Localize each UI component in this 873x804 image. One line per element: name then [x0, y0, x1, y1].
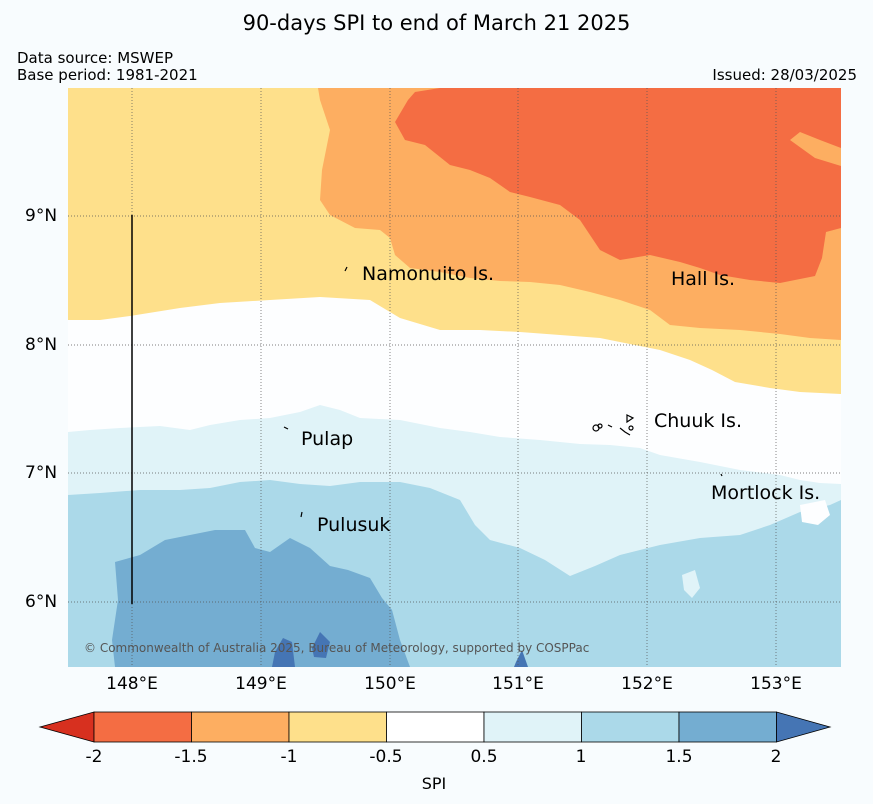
place-label: Hall Is. — [671, 268, 736, 290]
colorbar-swatch — [93, 711, 192, 743]
place-label: Mortlock Is. — [711, 482, 821, 504]
spi-band-severely-dry — [395, 88, 841, 283]
lat-tick: 6°N — [25, 592, 58, 612]
island-chuuk — [626, 414, 635, 424]
spi-band-extremely-wet — [514, 650, 528, 667]
map-gridlines — [68, 88, 841, 667]
colorbar-swatch — [288, 711, 387, 743]
lat-tick: 7°N — [25, 463, 58, 483]
data-source: Data source: MSWEP — [17, 49, 174, 67]
spi-band-extremely-wet — [272, 638, 295, 667]
lon-tick: 151°E — [492, 674, 544, 694]
spi-band-normal — [800, 500, 830, 525]
lon-tick: 152°E — [621, 674, 673, 694]
island-chuuk — [619, 427, 631, 436]
place-label: Namonuito Is. — [362, 263, 495, 285]
colorbar-tick: 1 — [575, 747, 587, 767]
issued-date: Issued: 28/03/2025 — [712, 66, 857, 84]
colorbar-swatch — [191, 711, 290, 743]
colorbar-swatch — [581, 711, 680, 743]
spi-band-extremely-wet — [312, 632, 330, 658]
map-title: 90-days SPI to end of March 21 2025 — [242, 11, 631, 35]
lat-tick: 9°N — [25, 206, 58, 226]
island-pulap — [283, 426, 289, 430]
place-label: Chuuk Is. — [654, 410, 742, 432]
colorbar-extend-low — [38, 711, 95, 743]
lon-tick: 150°E — [364, 674, 416, 694]
base-period: Base period: 1981-2021 — [17, 66, 198, 84]
colorbar-tick: -0.5 — [369, 747, 403, 767]
colorbar-tick: -1 — [280, 747, 298, 767]
colorbar-swatch — [483, 711, 582, 743]
lon-tick: 148°E — [106, 674, 158, 694]
lon-tick: 149°E — [235, 674, 287, 694]
island-outlines — [283, 266, 723, 518]
colorbar-tick: 1.5 — [665, 747, 693, 767]
island-chuuk — [628, 425, 634, 431]
colorbar-swatch — [386, 711, 485, 743]
spi-map — [68, 88, 841, 667]
copyright-notice: © Commonwealth of Australia 2025, Bureau… — [84, 641, 590, 655]
colorbar-tick: 2 — [770, 747, 782, 767]
spi-band-moderately-wet — [682, 570, 700, 598]
place-label: Pulap — [301, 428, 354, 450]
island-chuuk — [607, 424, 613, 428]
colorbar-tick: -1.5 — [174, 747, 208, 767]
colorbar-label: SPI — [421, 774, 447, 793]
colorbar-tick: 0.5 — [470, 747, 498, 767]
place-label: Pulusuk — [317, 514, 391, 536]
colorbar-tick: -2 — [85, 747, 103, 767]
colorbar-swatch — [678, 711, 777, 743]
lon-tick: 153°E — [750, 674, 802, 694]
island-chuuk — [597, 423, 603, 429]
lat-tick: 8°N — [25, 335, 58, 355]
island-namonuito — [344, 266, 348, 272]
island-pulusuk — [300, 511, 303, 518]
island-mortlock — [720, 473, 723, 477]
colorbar-extend-high — [776, 711, 832, 743]
